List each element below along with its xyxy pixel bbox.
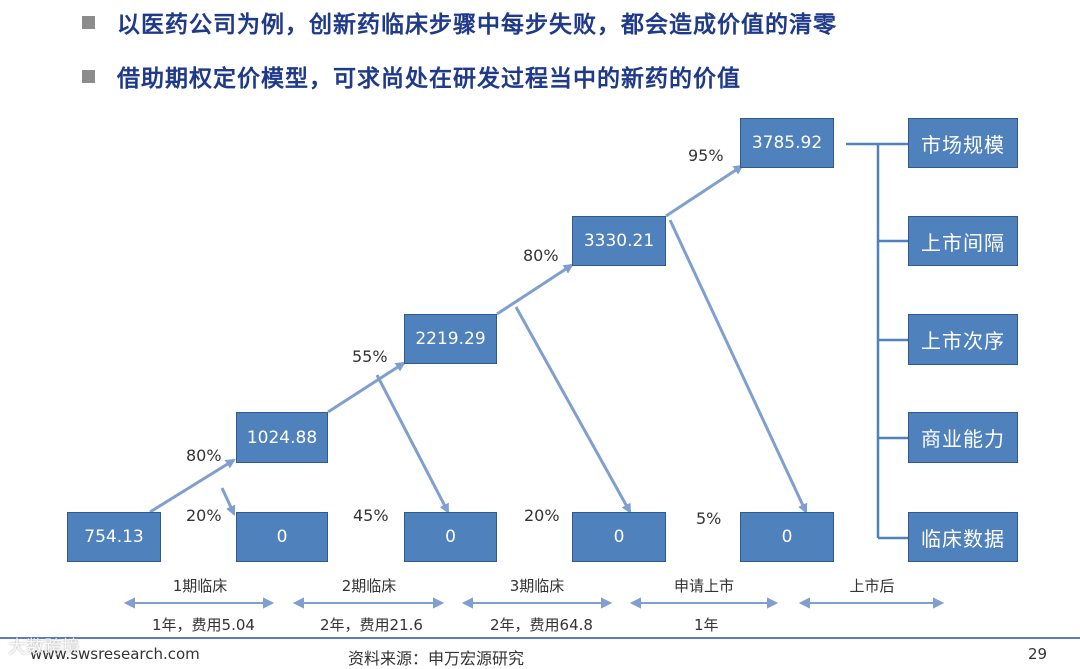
duration-label: 1年	[694, 616, 719, 634]
node-start: 754.13	[67, 512, 161, 562]
node-phase3: 3330.21	[572, 216, 666, 266]
factor-box-market-size: 市场规模	[908, 118, 1018, 168]
prob-label: 55%	[352, 347, 388, 366]
arrow-up-2	[327, 361, 406, 414]
bullet-2: 借助期权定价模型，可求尚处在研发过程当中的新药的价值	[82, 56, 741, 96]
duration-label: 2年，费用21.6	[320, 616, 423, 634]
bullet-square-icon	[82, 15, 95, 29]
timeline-arrows	[123, 597, 945, 609]
node-phase2: 2219.29	[404, 314, 497, 364]
factor-bracket	[846, 142, 908, 540]
factor-box-launch-interval: 上市间隔	[908, 216, 1018, 266]
node-phase1: 1024.88	[236, 412, 328, 463]
arrow-down-3	[514, 306, 632, 514]
node-zero-3: 0	[572, 512, 666, 562]
prob-label: 5%	[696, 509, 722, 528]
page-number: 29	[1028, 645, 1048, 663]
arrow-up-1	[149, 458, 236, 514]
bullet-text: 借助期权定价模型，可求尚处在研发过程当中的新药的价值	[117, 66, 741, 92]
prob-label: 45%	[353, 506, 389, 525]
footer-source: 资料来源：申万宏源研究	[348, 649, 525, 668]
bullet-1: 以医药公司为例，创新药临床步骤中每步失败，都会造成价值的清零	[82, 2, 837, 42]
footer-url: www.swsresearch.com	[30, 645, 200, 663]
arrow-up-4	[665, 164, 744, 218]
stage-label: 上市后	[849, 577, 895, 595]
duration-label: 1年，费用5.04	[152, 616, 255, 634]
stage-label: 2期临床	[341, 577, 397, 595]
prob-label: 80%	[523, 246, 559, 265]
factor-box-clinical-data: 临床数据	[908, 512, 1018, 562]
stage-label: 3期临床	[509, 577, 565, 595]
arrow-down-2	[375, 374, 450, 514]
arrow-down-1	[220, 487, 236, 516]
prob-label: 20%	[186, 506, 222, 525]
bullet-square-icon	[82, 69, 95, 83]
node-zero-4: 0	[740, 512, 834, 562]
footer-divider	[0, 637, 1080, 639]
watermark-text: 大数跨境	[8, 637, 80, 658]
arrow-down-4	[668, 219, 808, 514]
node-market: 3785.92	[740, 118, 834, 168]
prob-label: 80%	[186, 446, 222, 465]
arrow-up-3	[496, 263, 574, 316]
node-zero-2: 0	[404, 512, 497, 562]
stage-label: 申请上市	[673, 577, 734, 595]
prob-label: 95%	[688, 146, 724, 165]
bullet-text: 以医药公司为例，创新药临床步骤中每步失败，都会造成价值的清零	[117, 12, 837, 38]
factor-box-launch-order: 上市次序	[908, 314, 1018, 365]
factor-box-commercial: 商业能力	[908, 412, 1018, 463]
prob-label: 20%	[524, 506, 560, 525]
stage-label: 1期临床	[172, 577, 228, 595]
node-zero-1: 0	[236, 512, 328, 562]
duration-label: 2年，费用64.8	[490, 616, 593, 634]
